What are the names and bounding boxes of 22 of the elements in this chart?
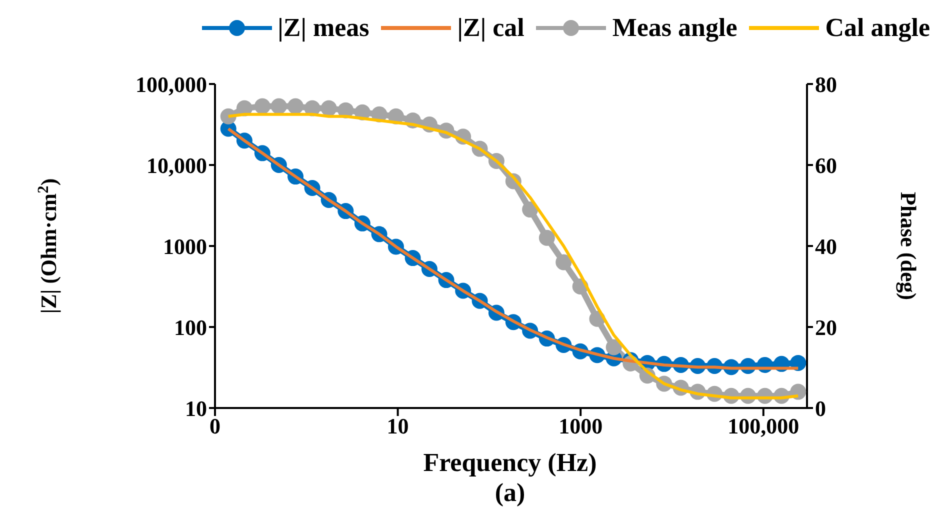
x-tick-label: 1000 [558, 414, 603, 439]
x-tick-label: 0 [210, 414, 220, 439]
y2-tick-label: 80 [815, 72, 837, 97]
y2-tick-label: 20 [815, 314, 837, 340]
y-tick-label: 100 [174, 314, 207, 340]
x-tick-label: 100,000 [728, 414, 800, 439]
legend-label: |Z| meas [278, 13, 370, 43]
y-tick-label: 10 [185, 396, 207, 421]
legend-label: Cal angle [825, 13, 930, 43]
x-tick-label: 10 [386, 414, 409, 439]
point [790, 354, 806, 371]
y2-tick-label: 60 [815, 152, 837, 178]
y2-tick-label: 40 [815, 234, 837, 259]
text: (a) [494, 478, 526, 508]
y2-tick-label: 0 [815, 396, 826, 421]
y2-axis-title: Phase (deg) [896, 192, 921, 300]
x-axis-title: Frequency (Hz) [422, 448, 598, 478]
legend-label: Meas angle [612, 13, 738, 43]
y-tick-label: 100,000 [136, 72, 207, 97]
y-tick-label: 10,000 [146, 152, 207, 178]
legend-label: |Z| cal [457, 13, 524, 43]
y-tick-label: 1000 [163, 234, 207, 259]
